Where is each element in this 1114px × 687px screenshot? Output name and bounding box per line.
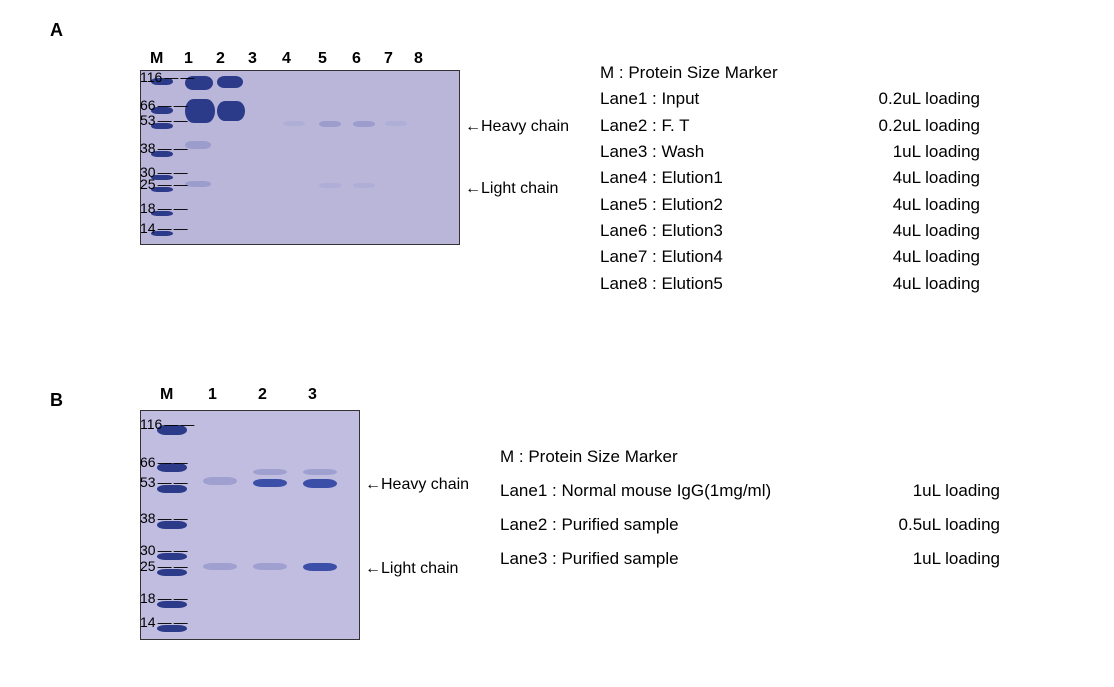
gel-band — [283, 121, 305, 126]
legend-key: Lane3 : Purified sample — [500, 542, 860, 576]
lane-header: 8 — [414, 50, 423, 68]
legend-key: M : Protein Size Marker — [500, 440, 860, 474]
legend-key: Lane7 : Elution4 — [600, 244, 840, 270]
gel-band — [303, 479, 337, 488]
legend-value: 4uL loading — [840, 218, 980, 244]
lane-header: 2 — [258, 386, 267, 404]
panel-b-legend: M : Protein Size MarkerLane1 : Normal mo… — [500, 440, 1000, 576]
lane-header: 4 — [282, 50, 291, 68]
chain-label: ←Light chain — [365, 560, 458, 578]
legend-row: Lane1 : Input0.2uL loading — [600, 86, 980, 112]
chain-label: ←Light chain — [465, 180, 558, 198]
gel-band — [253, 469, 287, 475]
legend-row: Lane7 : Elution44uL loading — [600, 244, 980, 270]
legend-value: 0.2uL loading — [840, 113, 980, 139]
legend-row: Lane8 : Elution54uL loading — [600, 271, 980, 297]
gel-band — [303, 563, 337, 571]
gel-band — [385, 121, 407, 126]
legend-row: Lane3 : Purified sample1uL loading — [500, 542, 1000, 576]
legend-value: 0.2uL loading — [840, 86, 980, 112]
gel-band — [217, 101, 245, 121]
legend-value: 1uL loading — [840, 139, 980, 165]
lane-header: 3 — [308, 386, 317, 404]
legend-value: 4uL loading — [840, 165, 980, 191]
gel-band — [253, 563, 287, 570]
legend-row: M : Protein Size Marker — [600, 60, 980, 86]
legend-key: Lane4 : Elution1 — [600, 165, 840, 191]
legend-row: Lane1 : Normal mouse IgG(1mg/ml)1uL load… — [500, 474, 1000, 508]
legend-key: Lane1 : Normal mouse IgG(1mg/ml) — [500, 474, 860, 508]
legend-row: Lane3 : Wash1uL loading — [600, 139, 980, 165]
lane-header: 6 — [352, 50, 361, 68]
gel-band — [217, 76, 243, 88]
lane-header: 7 — [384, 50, 393, 68]
lane-header: 1 — [184, 50, 193, 68]
panel-a-legend: M : Protein Size MarkerLane1 : Input0.2u… — [600, 60, 980, 297]
legend-row: Lane4 : Elution14uL loading — [600, 165, 980, 191]
legend-value: 4uL loading — [840, 192, 980, 218]
chain-label: ←Heavy chain — [365, 476, 469, 494]
lane-header: M — [160, 386, 173, 404]
legend-key: Lane2 : Purified sample — [500, 508, 860, 542]
legend-value: 4uL loading — [840, 271, 980, 297]
legend-row: Lane2 : F. T0.2uL loading — [600, 113, 980, 139]
lane-header: 5 — [318, 50, 327, 68]
gel-band — [353, 121, 375, 127]
gel-band — [319, 121, 341, 127]
lane-header: 3 — [248, 50, 257, 68]
legend-value: 4uL loading — [840, 244, 980, 270]
legend-row: Lane5 : Elution24uL loading — [600, 192, 980, 218]
lane-header: 1 — [208, 386, 217, 404]
legend-value: 1uL loading — [860, 474, 1000, 508]
gel-band — [319, 183, 341, 188]
legend-key: Lane2 : F. T — [600, 113, 840, 139]
gel-band — [353, 183, 375, 188]
gel-band — [203, 477, 237, 485]
lane-header: M — [150, 50, 163, 68]
gel-band — [253, 479, 287, 487]
chain-label: ←Heavy chain — [465, 118, 569, 136]
legend-key: Lane3 : Wash — [600, 139, 840, 165]
gel-band — [303, 469, 337, 475]
gel-band — [203, 563, 237, 570]
legend-key: Lane8 : Elution5 — [600, 271, 840, 297]
legend-row: M : Protein Size Marker — [500, 440, 1000, 474]
gel-box — [140, 410, 360, 640]
legend-key: Lane5 : Elution2 — [600, 192, 840, 218]
lane-header: 2 — [216, 50, 225, 68]
legend-value: 0.5uL loading — [860, 508, 1000, 542]
legend-key: Lane1 : Input — [600, 86, 840, 112]
panel-b-label: B — [50, 390, 63, 411]
legend-key: M : Protein Size Marker — [600, 60, 840, 86]
legend-row: Lane2 : Purified sample0.5uL loading — [500, 508, 1000, 542]
legend-value: 1uL loading — [860, 542, 1000, 576]
legend-key: Lane6 : Elution3 — [600, 218, 840, 244]
legend-row: Lane6 : Elution34uL loading — [600, 218, 980, 244]
